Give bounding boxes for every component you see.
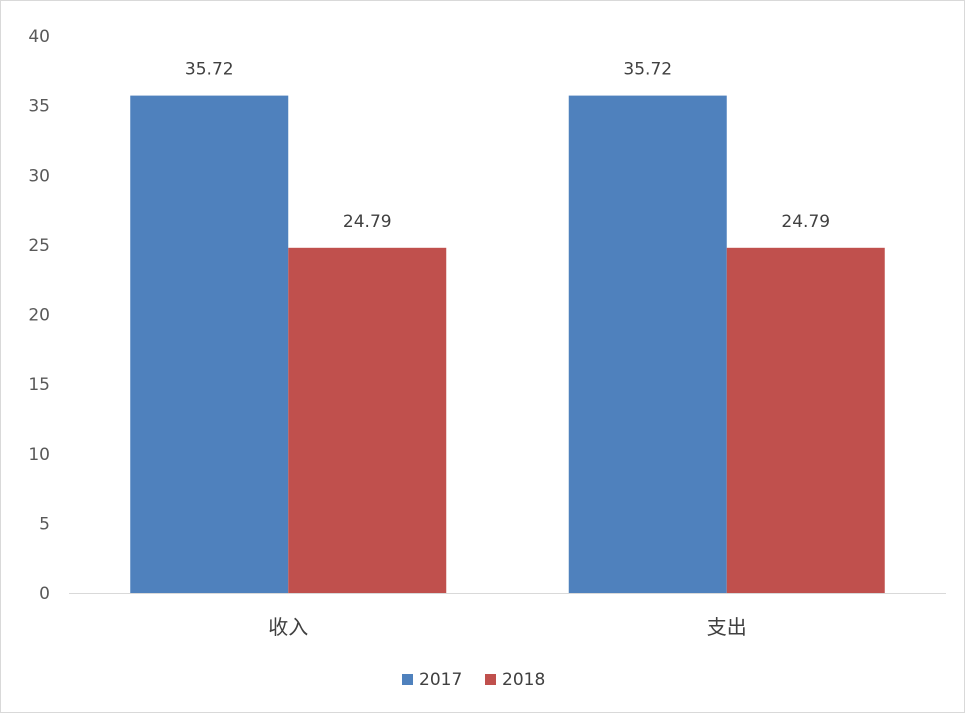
bar-2018-0 [288,247,447,593]
y-tick-label: 10 [28,445,50,465]
bar-2017-0 [130,95,289,593]
data-label: 24.79 [781,212,830,232]
legend-label: 2018 [502,670,545,690]
y-axis-tick-labels: 0 5 10 15 20 25 30 35 40 [28,27,50,604]
legend-label: 2017 [419,670,462,690]
data-label: 24.79 [343,212,392,232]
legend: 2017 2018 [402,670,545,690]
y-tick-label: 40 [28,27,50,47]
y-tick-label: 25 [28,236,50,256]
bar-2017-1 [568,95,727,593]
data-label-group: 35.72 24.79 35.72 24.79 [185,60,830,232]
bar-2018-1 [726,247,885,593]
y-tick-label: 20 [28,306,50,326]
category-label: 支出 [707,615,747,639]
legend-swatch-2018 [485,674,496,685]
bar-group [130,95,885,593]
category-label: 收入 [268,615,308,639]
y-tick-label: 5 [39,514,50,534]
y-tick-label: 0 [39,584,50,604]
data-label: 35.72 [185,60,234,80]
y-tick-label: 15 [28,375,50,395]
y-tick-label: 30 [28,166,50,186]
data-label: 35.72 [623,60,672,80]
x-axis-category-labels: 收入 支出 [268,615,747,639]
legend-swatch-2017 [402,674,413,685]
y-tick-label: 35 [28,97,50,117]
